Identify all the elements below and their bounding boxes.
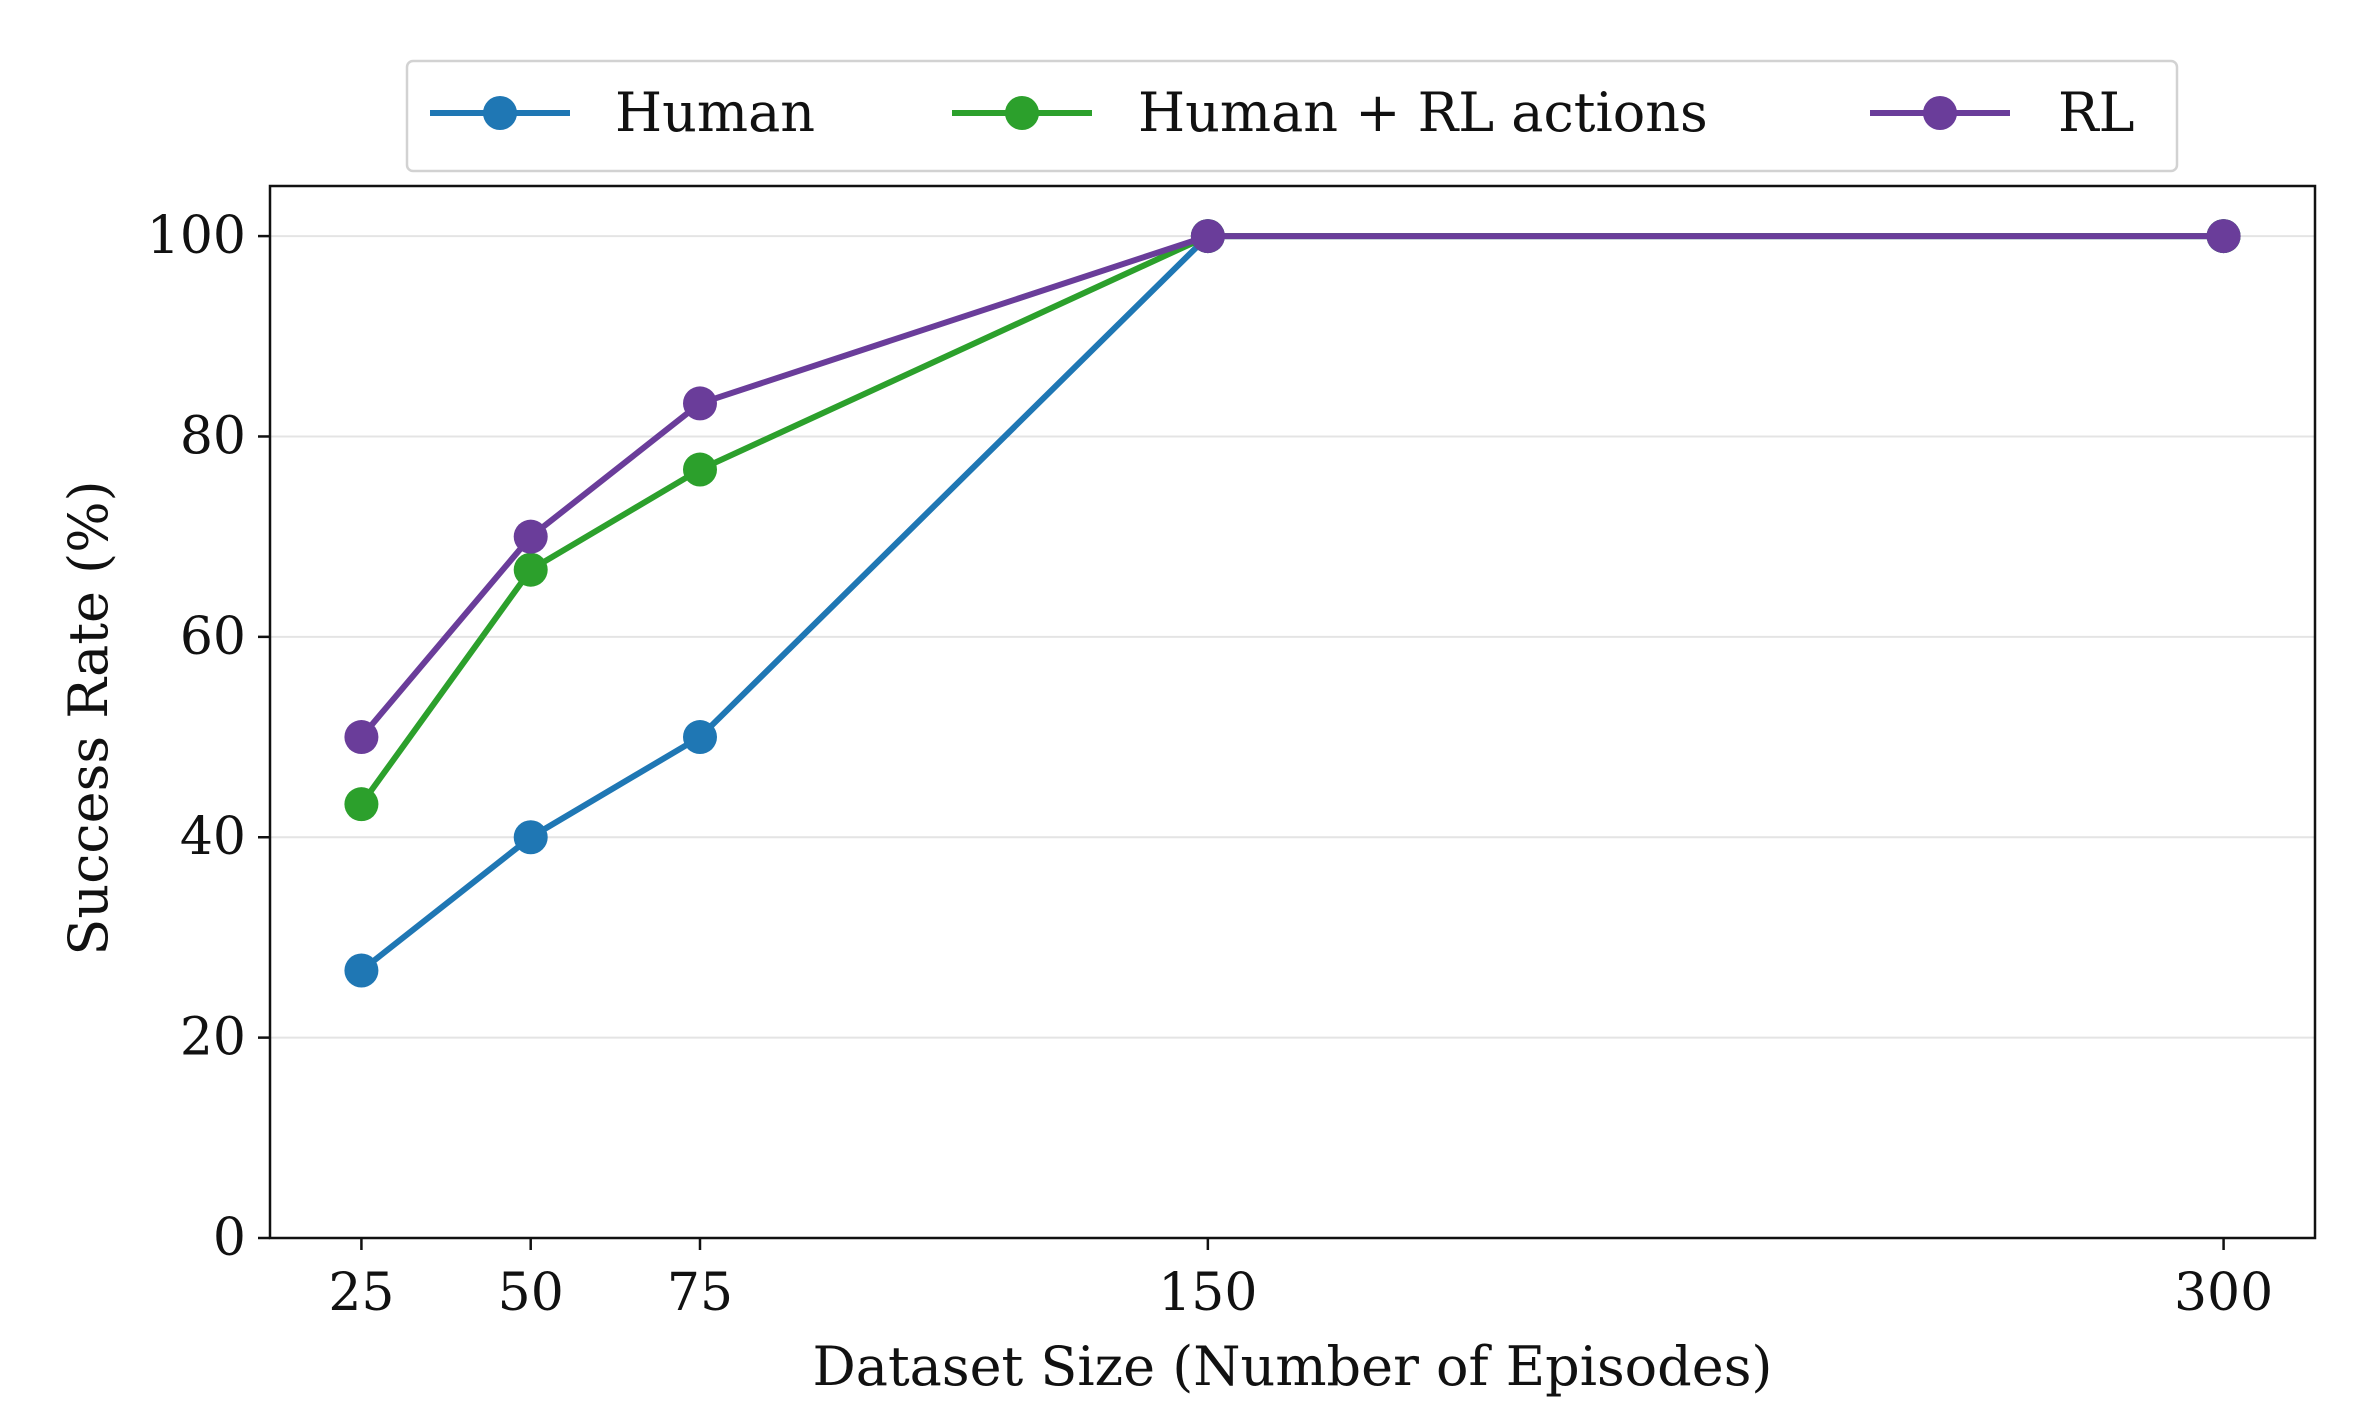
y-tick-label: 0 xyxy=(213,1208,246,1268)
series-layer xyxy=(344,219,2241,988)
y-axis-ticks: 0 20 40 60 80 100 xyxy=(147,206,270,1268)
y-tick-label: 60 xyxy=(180,607,246,667)
legend-label: RL xyxy=(2058,81,2135,144)
x-tick-label: 50 xyxy=(498,1263,564,1323)
plot-frame xyxy=(268,184,2317,1240)
legend: Human Human + RL actions RL xyxy=(405,59,2179,173)
x-tick-label: 300 xyxy=(2174,1263,2273,1323)
legend-entry: RL xyxy=(1870,81,2135,144)
x-axis-label: Dataset Size (Number of Episodes) xyxy=(812,1335,1772,1398)
legend-entry: Human + RL actions xyxy=(952,81,1708,144)
y-tick-label: 80 xyxy=(180,406,246,466)
data-point xyxy=(682,720,717,755)
legend-swatch-marker xyxy=(1005,96,1039,130)
data-point xyxy=(1190,219,1225,254)
legend-box xyxy=(405,59,2179,173)
x-tick-label: 150 xyxy=(1158,1263,1257,1323)
x-axis-ticks: 25 50 75 150 300 xyxy=(328,1238,2273,1323)
y-tick-label: 100 xyxy=(147,206,246,266)
series-line xyxy=(358,233,2224,806)
series-rl xyxy=(344,219,2241,755)
series-human-rl-actions xyxy=(344,219,2241,822)
data-point xyxy=(682,452,717,487)
x-tick-label: 25 xyxy=(328,1263,394,1323)
legend-entry: Human xyxy=(430,81,815,144)
y-tick-label: 20 xyxy=(180,1008,246,1068)
legend-label: Human xyxy=(615,81,815,144)
y-tick-label: 40 xyxy=(180,807,246,867)
data-point xyxy=(513,820,548,855)
grid-lines xyxy=(270,235,2315,1039)
data-point xyxy=(344,720,379,755)
series-line xyxy=(359,233,2224,739)
data-point xyxy=(2206,219,2241,254)
x-tick-label: 75 xyxy=(667,1263,733,1323)
series-human xyxy=(344,219,2241,988)
legend-swatch-marker xyxy=(483,96,517,130)
data-point xyxy=(682,386,717,421)
y-axis-label: Success Rate (%) xyxy=(57,480,120,955)
data-point xyxy=(344,953,379,988)
legend-swatch-marker xyxy=(1923,96,1957,130)
data-point xyxy=(344,787,379,822)
data-point xyxy=(513,519,548,554)
legend-label: Human + RL actions xyxy=(1138,81,1708,144)
data-point xyxy=(513,552,548,587)
series-line xyxy=(359,233,2224,973)
